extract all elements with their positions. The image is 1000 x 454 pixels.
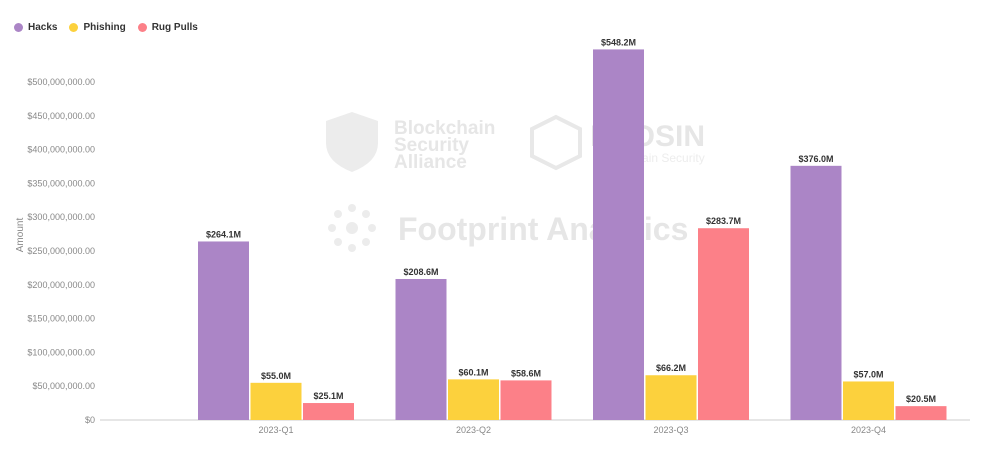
watermark-bsa-line3: Alliance [394, 152, 467, 173]
y-tick-label: $450,000,000.00 [27, 111, 95, 121]
bar-hacks-2023-Q2[interactable] [395, 278, 447, 420]
legend-dot [137, 23, 147, 32]
bar-rug-pulls-2023-Q1[interactable] [303, 403, 354, 420]
data-label: $55.0M [261, 371, 291, 381]
watermark-bsa-line2: Security [394, 135, 469, 156]
watermark-bsa-line1: Blockchain [394, 118, 495, 139]
y-axis: $0 $50,000,000.00 $100,000,000.00 $150,000,… [27, 77, 95, 425]
data-label: $264.1M [206, 229, 241, 239]
beosin-logo-watermark [530, 114, 582, 171]
bar-rug-pulls-2023-Q3[interactable] [698, 228, 749, 420]
y-tick-label: $300,000,000.00 [27, 212, 95, 222]
legend-item-hacks[interactable]: Hacks [14, 22, 57, 33]
legend-label: Hacks [28, 22, 58, 33]
legend-item-phishing[interactable]: Phishing [69, 22, 126, 33]
y-axis-title: Amount [15, 218, 26, 253]
data-label: $60.1M [458, 367, 488, 377]
legend-label: Rug Pulls [151, 22, 198, 33]
y-tick-label: $400,000,000.00 [27, 145, 95, 155]
y-tick-label: $50,000,000.00 [32, 381, 95, 391]
shield-logo-watermark [326, 112, 378, 172]
legend-dot [14, 23, 23, 32]
data-label: $66.2M [656, 363, 686, 373]
value-labels: $264.1M $55.0M $25.1M $208.6M $60.1M $58.6M $5… [206, 37, 936, 404]
data-label: $20.5M [906, 394, 936, 404]
data-label: $376.0M [798, 154, 833, 164]
bar-hacks-2023-Q3[interactable] [593, 49, 644, 420]
legend-item-rug-pulls[interactable]: Rug Pulls [137, 22, 198, 33]
data-label: $548.2M [601, 37, 636, 47]
watermark-layer: Blockchain Security Alliance BEOSIN Bloc… [326, 112, 705, 252]
legend: Hacks Phishing Rug Pulls [14, 22, 198, 33]
bar-hacks-2023-Q1[interactable] [198, 241, 249, 420]
y-tick-label: $150,000,000.00 [27, 314, 95, 324]
x-tick-label: 2023-Q1 [258, 425, 293, 435]
footprint-logo-watermark [328, 204, 376, 252]
data-label: $283.7M [706, 216, 741, 226]
x-tick-label: 2023-Q2 [456, 425, 491, 435]
bar-phishing-2023-Q3[interactable] [645, 375, 697, 420]
watermark-footprint: Footprint Analytics [398, 211, 688, 247]
y-tick-label: $350,000,000.00 [27, 178, 95, 188]
legend-label: Phishing [83, 22, 126, 33]
bar-rug-pulls-2023-Q2[interactable] [500, 380, 552, 420]
x-tick-label: 2023-Q4 [851, 425, 886, 435]
x-axis: 2023-Q1 2023-Q2 2023-Q3 2023-Q4 [258, 425, 886, 435]
bar-hacks-2023-Q4[interactable] [790, 165, 842, 420]
y-tick-label: $500,000,000.00 [27, 77, 95, 87]
legend-dot [69, 23, 79, 32]
bar-phishing-2023-Q4[interactable] [843, 381, 894, 420]
y-tick-label: $250,000,000.00 [27, 246, 95, 256]
bar-phishing-2023-Q1[interactable] [250, 382, 302, 420]
y-tick-label: $200,000,000.00 [27, 280, 95, 290]
data-label: $25.1M [313, 391, 343, 401]
y-tick-label: $100,000,000.00 [27, 347, 95, 357]
data-label: $57.0M [853, 369, 883, 379]
bar-rug-pulls-2023-Q4[interactable] [895, 406, 947, 420]
bars [198, 49, 947, 420]
bar-phishing-2023-Q2[interactable] [448, 379, 499, 420]
x-tick-label: 2023-Q3 [653, 425, 688, 435]
data-label: $208.6M [403, 267, 438, 277]
data-label: $58.6M [511, 368, 541, 378]
y-tick-label: $0 [85, 415, 95, 425]
